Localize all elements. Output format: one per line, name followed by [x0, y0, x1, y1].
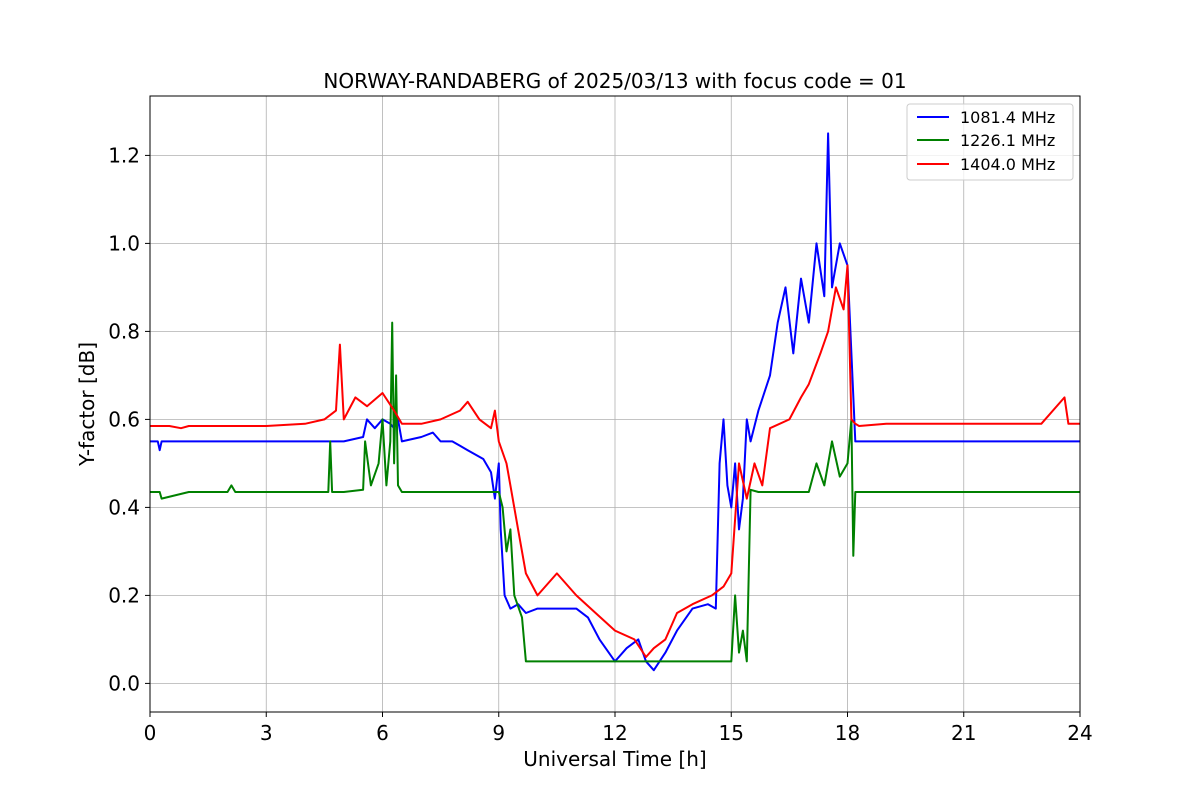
legend-label-1404: 1404.0 MHz [960, 155, 1055, 174]
series-line-1226 [150, 321, 1080, 663]
y-tick-label: 0.6 [108, 407, 140, 431]
y-tick-label: 1.0 [108, 231, 140, 255]
legend-box [906, 103, 1074, 181]
x-tick-label: 15 [719, 721, 744, 745]
x-tick-label: 0 [144, 721, 157, 745]
x-tick-label: 3 [260, 721, 273, 745]
x-tick-label: 18 [835, 721, 860, 745]
y-tick-label: 1.2 [108, 143, 140, 167]
x-tick-label: 21 [951, 721, 976, 745]
plot-series [150, 132, 1080, 672]
axis-ticks: 0 3 6 9 12 15 18 21 24 0.0 0.2 0.4 0.6 0.8 1.0 1.2 [108, 143, 1093, 745]
series-line-1404 [150, 264, 1080, 658]
y-tick-label: 0.8 [108, 319, 140, 343]
legend: 1081.4 MHz 1226.1 MHz 1404.0 MHz [906, 103, 1074, 181]
legend-label-1226: 1226.1 MHz [960, 131, 1055, 150]
y-tick-label: 0.4 [108, 495, 140, 519]
x-axis-label: Universal Time [h] [523, 747, 706, 771]
x-tick-label: 24 [1067, 721, 1092, 745]
x-tick-label: 9 [492, 721, 505, 745]
y-tick-label: 0.0 [108, 671, 140, 695]
y-tick-label: 0.2 [108, 583, 140, 607]
chart-title: NORWAY-RANDABERG of 2025/03/13 with focu… [323, 69, 906, 93]
x-tick-label: 12 [602, 721, 627, 745]
legend-label-1081: 1081.4 MHz [960, 108, 1055, 127]
y-axis-label: Y-factor [dB] [75, 342, 99, 467]
x-tick-label: 6 [376, 721, 389, 745]
